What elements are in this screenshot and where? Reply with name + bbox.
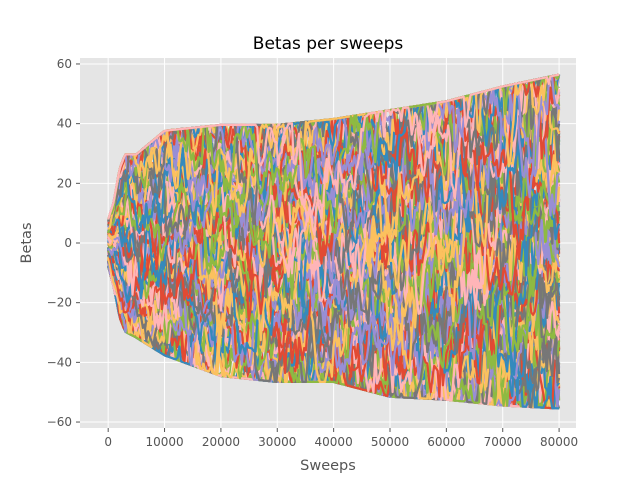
x-tick-label: 30000 [258,435,296,449]
axis-ticks: 0 10000 20000 30000 40000 50000 60000 70000 8000… [47,57,579,449]
y-tick-label: 60 [57,57,72,71]
x-tick-label: 60000 [427,435,465,449]
x-tick-label: 80000 [540,435,578,449]
x-tick-label: 40000 [315,435,353,449]
x-tick-label: 50000 [371,435,409,449]
y-tick-label: 20 [57,176,72,190]
series-lines [107,73,561,410]
x-axis-label: Sweeps [300,458,356,474]
chart-title: Betas per sweeps [253,34,404,54]
y-axis-label: Betas [19,223,35,264]
y-tick-label: −20 [47,296,72,310]
y-tick-label: −40 [47,355,72,369]
y-tick-label: 0 [64,236,72,250]
series-line [107,73,560,235]
y-tick-label: −60 [47,415,72,429]
x-tick-label: 0 [104,435,112,449]
y-tick-label: 40 [57,117,72,131]
x-tick-label: 20000 [202,435,240,449]
series-line [107,73,560,220]
x-tick-label: 70000 [484,435,522,449]
x-tick-label: 10000 [145,435,183,449]
